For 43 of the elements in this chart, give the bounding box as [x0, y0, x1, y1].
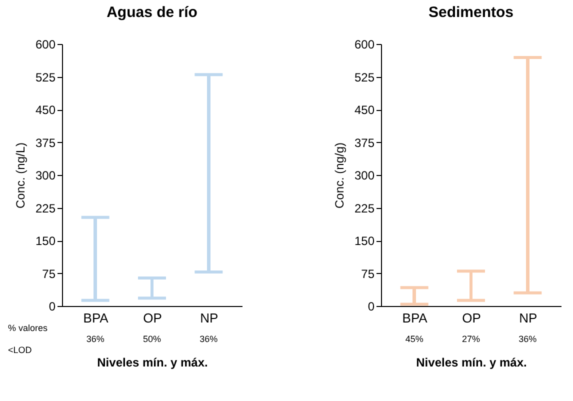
- text: 27%: [462, 334, 480, 344]
- y-tick-label: 225: [354, 201, 375, 216]
- y-tick-label: 0: [368, 300, 375, 314]
- x-tick-label: NP: [519, 310, 538, 326]
- y-tick-label: 600: [35, 38, 56, 52]
- text: 36%: [200, 334, 218, 344]
- x-tick-label: OP: [143, 310, 162, 326]
- x-tick-label: OP: [462, 310, 481, 326]
- y-tick-label: 450: [354, 103, 375, 117]
- text: % valores <LOD: [8, 323, 48, 355]
- y-tick-label: 375: [35, 136, 56, 150]
- bar: [136, 276, 168, 300]
- bar: [193, 73, 224, 274]
- x-tick-label: BPA: [402, 310, 428, 326]
- y-tick-label: 450: [35, 103, 56, 117]
- text: 36%: [86, 334, 104, 344]
- y-tick-label: 225: [35, 201, 56, 216]
- y-tick-label: 150: [354, 234, 375, 248]
- bar: [512, 56, 544, 294]
- y-axis-title: Conc. (ng/g): [332, 142, 346, 209]
- y-tick-label: 300: [35, 168, 56, 182]
- bar: [80, 216, 111, 302]
- y-tick-label: 375: [354, 136, 375, 150]
- text: 50%: [142, 334, 162, 344]
- chart-title: Aguas de río: [106, 4, 198, 21]
- text: 36%: [518, 334, 537, 344]
- text: 45%: [405, 334, 424, 344]
- y-tick-label: 525: [35, 70, 56, 84]
- y-tick-label: 600: [354, 38, 375, 52]
- y-tick-label: 75: [42, 266, 56, 281]
- x-axis-title: Niveles mín. y máx.: [416, 356, 527, 370]
- y-tick-label: 150: [35, 234, 56, 248]
- bar: [456, 270, 486, 302]
- chart-title: Sedimentos: [428, 4, 514, 21]
- x-tick-label: BPA: [83, 310, 109, 326]
- y-tick-label: 300: [354, 168, 375, 182]
- y-tick-label: 75: [361, 266, 375, 281]
- y-tick-label: 525: [354, 70, 375, 84]
- x-axis-title: Niveles mín. y máx.: [97, 356, 208, 370]
- bar: [398, 286, 430, 306]
- y-tick-label: 0: [48, 300, 56, 314]
- x-tick-label: NP: [200, 310, 218, 326]
- y-axis-title: Conc. (ng/L): [13, 142, 28, 209]
